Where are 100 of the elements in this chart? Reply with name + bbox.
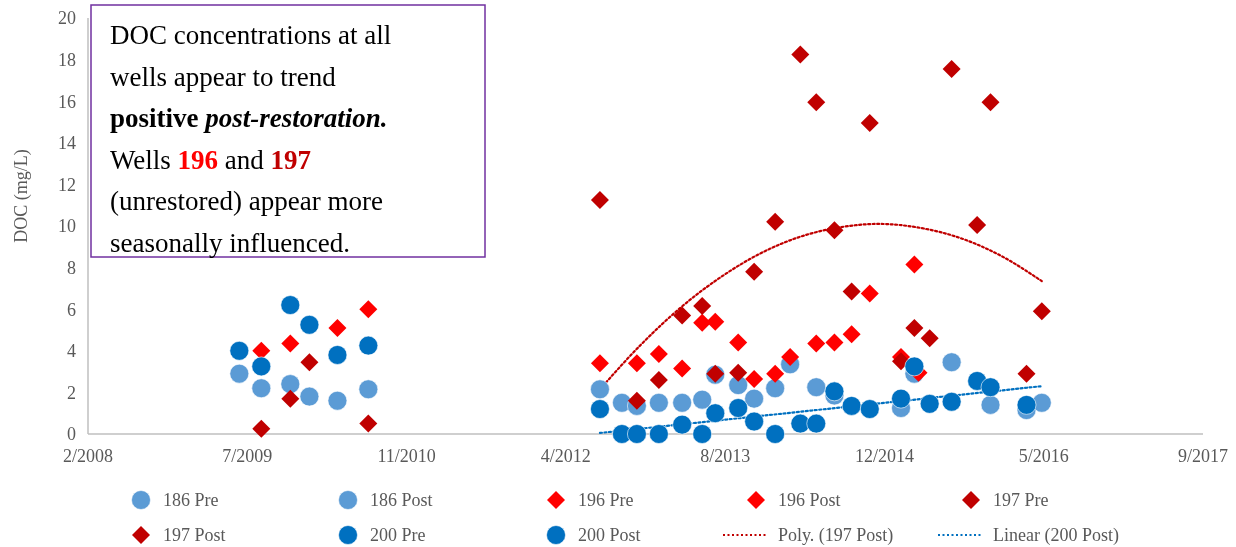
point xyxy=(627,424,647,444)
point xyxy=(299,315,320,335)
point xyxy=(941,352,962,373)
y-tick-label: 16 xyxy=(58,91,76,112)
text: DOC concentrations at all wells appear to trend positive post-restoration. Wells 196 and 197 (unrestored) appear more seasonally influenced. xyxy=(110,20,392,258)
y-tick-label: 8 xyxy=(67,257,76,278)
y-tick-label: 4 xyxy=(67,341,76,362)
point xyxy=(968,215,987,234)
point xyxy=(281,389,300,408)
point xyxy=(299,386,320,407)
point xyxy=(981,93,1000,112)
point xyxy=(745,369,764,388)
point xyxy=(705,403,726,423)
point xyxy=(649,344,668,363)
x-tick-label: 5/2016 xyxy=(1018,446,1069,466)
point xyxy=(905,255,924,274)
point xyxy=(251,356,272,377)
x-tick-label: 12/2014 xyxy=(854,446,914,466)
point xyxy=(765,378,785,399)
point xyxy=(920,329,939,348)
point xyxy=(627,391,646,410)
point xyxy=(673,359,692,378)
x-tick-label: 11/2010 xyxy=(377,446,436,466)
point xyxy=(766,364,785,383)
point xyxy=(728,375,748,395)
point xyxy=(728,398,748,418)
point xyxy=(842,282,861,301)
point xyxy=(693,313,712,332)
point xyxy=(280,295,301,315)
point xyxy=(280,374,301,394)
point xyxy=(765,424,785,444)
x-tick-label: 8/2013 xyxy=(700,446,751,466)
point xyxy=(649,370,668,389)
point xyxy=(860,114,879,133)
point xyxy=(842,325,861,344)
legend-label: 200 Pre xyxy=(370,525,426,546)
point xyxy=(692,389,713,410)
point xyxy=(359,300,378,319)
point xyxy=(1016,395,1037,415)
legend-label: Poly. (197 Post) xyxy=(778,525,894,547)
point xyxy=(860,284,879,303)
point xyxy=(252,341,271,360)
y-tick-label: 18 xyxy=(58,49,76,70)
legend-label: 186 Pre xyxy=(163,490,219,511)
point xyxy=(744,411,764,432)
point xyxy=(672,414,692,435)
y-tick-label: 12 xyxy=(58,174,76,195)
point xyxy=(729,333,748,352)
x-tick-label: 2/2008 xyxy=(62,446,114,466)
point xyxy=(807,93,826,112)
point xyxy=(590,379,610,400)
y-tick-label: 20 xyxy=(58,8,76,29)
x-tick-label: 9/2017 xyxy=(1177,446,1229,466)
point xyxy=(327,390,348,411)
x-tick-label: 4/2012 xyxy=(540,446,591,466)
point xyxy=(766,212,785,231)
point xyxy=(904,356,925,377)
point xyxy=(672,393,692,413)
point xyxy=(590,354,609,373)
y-tick-label: 14 xyxy=(58,133,76,154)
legend-label: 186 Post xyxy=(370,490,433,511)
point xyxy=(693,297,712,316)
point xyxy=(251,378,272,399)
point xyxy=(229,341,250,361)
point xyxy=(744,388,764,409)
point xyxy=(649,424,669,444)
y-tick-label: 2 xyxy=(67,382,76,403)
legend-label: 197 Post xyxy=(163,525,226,546)
point xyxy=(980,395,1001,415)
point xyxy=(358,335,379,356)
point xyxy=(649,393,669,413)
point xyxy=(706,312,725,331)
y-tick-label: 6 xyxy=(67,299,76,320)
point xyxy=(692,424,713,444)
point xyxy=(300,353,319,372)
point xyxy=(806,413,827,434)
point xyxy=(358,379,379,400)
point xyxy=(781,348,800,367)
point xyxy=(281,334,300,353)
y-tick-label: 0 xyxy=(67,424,76,445)
point xyxy=(806,377,827,397)
point xyxy=(941,391,962,412)
point xyxy=(825,221,844,240)
point xyxy=(359,414,378,433)
legend-label: 200 Post xyxy=(578,525,641,546)
legend-label: 196 Pre xyxy=(578,490,634,511)
point xyxy=(590,399,610,419)
point xyxy=(627,354,646,373)
y-axis-title: DOC (mg/L) xyxy=(11,149,32,243)
x-tick-label: 7/2009 xyxy=(222,446,273,466)
point xyxy=(791,45,810,64)
point xyxy=(229,363,250,384)
point xyxy=(859,399,880,419)
point xyxy=(328,318,347,337)
point xyxy=(729,363,748,382)
point xyxy=(673,306,692,325)
legend-label: Linear (200 Post) xyxy=(993,525,1119,547)
point xyxy=(327,345,348,365)
legend-label: 197 Pre xyxy=(993,490,1049,511)
point xyxy=(891,388,911,409)
